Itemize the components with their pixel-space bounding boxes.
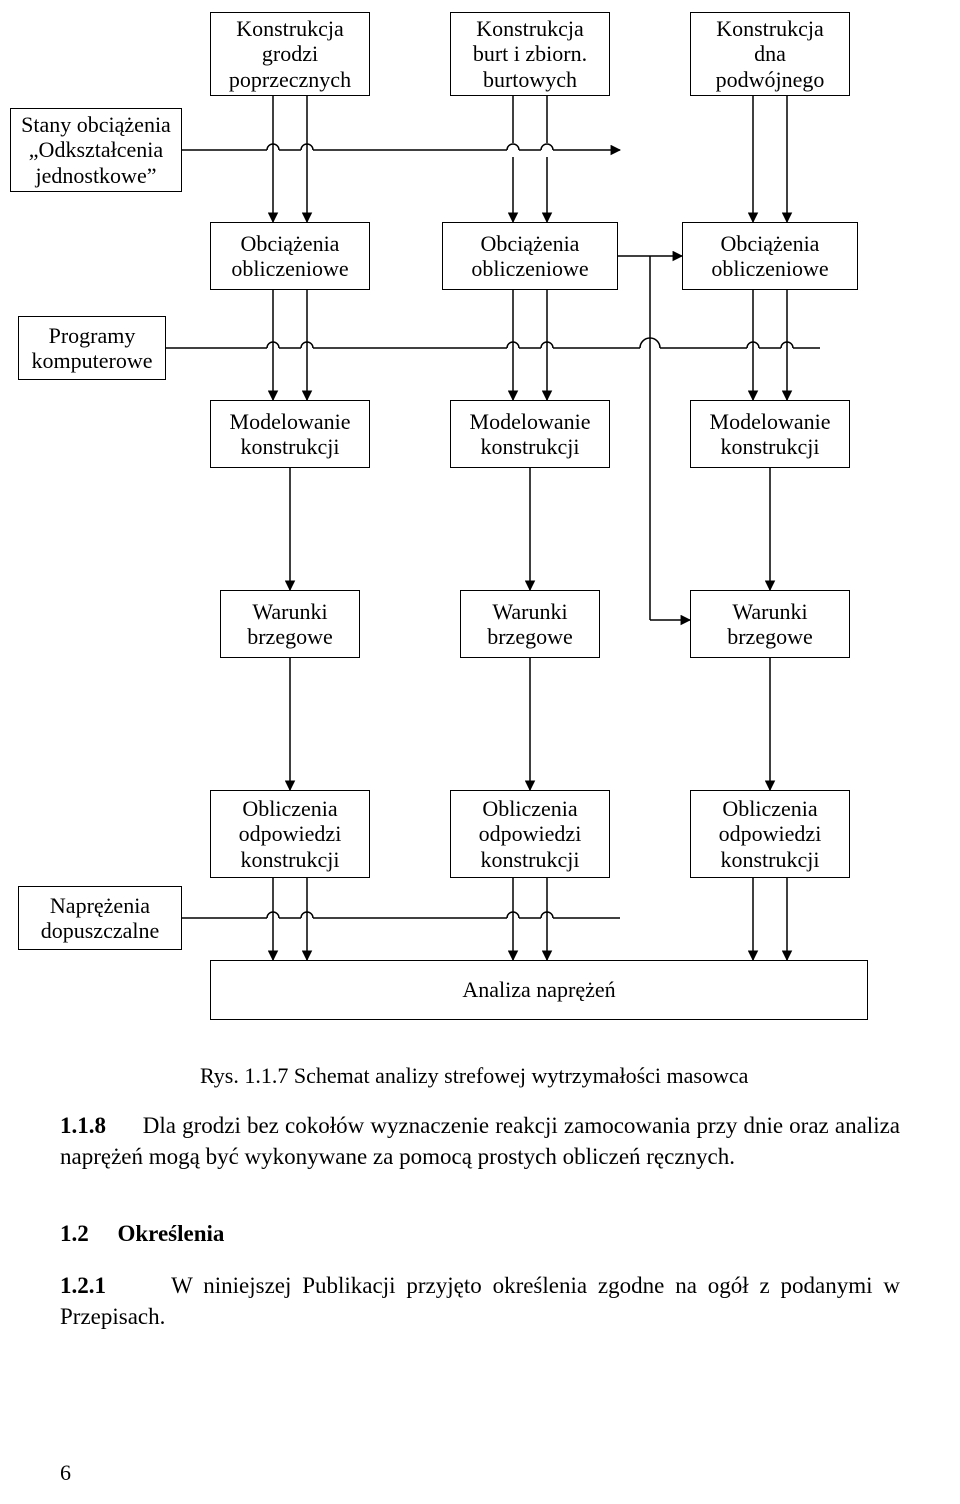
node-konstrukcja-dna: Konstrukcjadnapodwójnego	[690, 12, 850, 96]
node-stany-obciazenia: Stany obciążenia„Odkształceniajednostkow…	[10, 108, 182, 192]
node-programy-komputerowe: Programykomputerowe	[18, 316, 166, 380]
para-1-1-8: 1.1.8 Dla grodzi bez cokołów wyznaczenie…	[60, 1110, 900, 1172]
node-analiza-naprezen: Analiza naprężeń	[210, 960, 868, 1020]
node-naprezenia-dopuszczalne: Naprężeniadopuszczalne	[18, 886, 182, 950]
node-konstrukcja-burt: Konstrukcjaburt i zbiorn.burtowych	[450, 12, 610, 96]
node-obliczenia-b: Obliczeniaodpowiedzikonstrukcji	[450, 790, 610, 878]
node-konstrukcja-grodzi: Konstrukcjagrodzipoprzecznych	[210, 12, 370, 96]
node-obliczenia-a: Obliczeniaodpowiedzikonstrukcji	[210, 790, 370, 878]
node-warunki-c: Warunkibrzegowe	[690, 590, 850, 658]
heading-1-2: 1.2 Określenia	[60, 1218, 900, 1249]
node-warunki-a: Warunkibrzegowe	[220, 590, 360, 658]
node-obciazenia-b: Obciążeniaobliczeniowe	[442, 222, 618, 290]
node-modelowanie-b: Modelowaniekonstrukcji	[450, 400, 610, 468]
node-obciazenia-c: Obciążeniaobliczeniowe	[682, 222, 858, 290]
page-number: 6	[60, 1460, 71, 1486]
node-modelowanie-a: Modelowaniekonstrukcji	[210, 400, 370, 468]
node-obliczenia-c: Obliczeniaodpowiedzikonstrukcji	[690, 790, 850, 878]
node-modelowanie-c: Modelowaniekonstrukcji	[690, 400, 850, 468]
node-warunki-b: Warunkibrzegowe	[460, 590, 600, 658]
figure-caption: Rys. 1.1.7 Schemat analizy strefowej wyt…	[200, 1060, 748, 1092]
node-obciazenia-a: Obciążeniaobliczeniowe	[210, 222, 370, 290]
para-1-2-1: 1.2.1 W niniejszej Publikacji przyjęto o…	[60, 1270, 900, 1332]
